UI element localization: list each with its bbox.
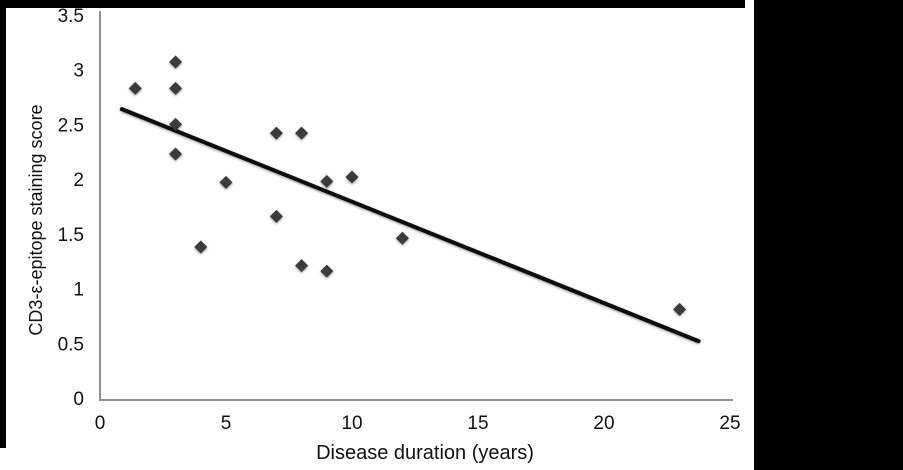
data-point-marker	[219, 175, 233, 189]
data-point-marker	[320, 174, 334, 188]
right-border-bar	[754, 0, 903, 470]
data-point-marker	[169, 81, 183, 95]
data-point-marker	[169, 55, 183, 69]
x-axis-title: Disease duration (years)	[316, 442, 534, 464]
y-tick-label: 0.5	[58, 334, 84, 355]
y-tick-label: 3	[73, 61, 84, 82]
x-tick-label: 15	[467, 413, 488, 434]
y-tick-label: 2	[73, 170, 84, 191]
y-tick-label: 3.5	[58, 6, 84, 27]
top-border-bar	[0, 0, 745, 8]
x-axis-tick-labels: 0 5 10 15 20 25	[95, 413, 741, 434]
data-point-marker	[395, 231, 409, 245]
x-tick-label: 25	[719, 413, 740, 434]
y-tick-label: 2.5	[58, 115, 84, 136]
data-point-marker	[169, 147, 183, 161]
data-point-marker	[295, 126, 309, 140]
trend-line-group	[119, 107, 701, 344]
y-axis-title: CD3-ε-epitope staining score	[26, 104, 46, 335]
data-point-marker	[128, 81, 142, 95]
x-tick-label: 20	[593, 413, 614, 434]
x-tick-label: 10	[341, 413, 362, 434]
data-point-marker	[295, 259, 309, 273]
left-border-bar	[0, 0, 6, 448]
data-point-marker	[169, 117, 183, 131]
y-axis-tick-labels: 0 0.5 1 1.5 2 2.5 3 3.5	[58, 6, 84, 410]
data-point-marker	[269, 126, 283, 140]
trend-line	[119, 107, 701, 344]
data-point-marker	[269, 209, 283, 223]
data-point-marker	[673, 302, 687, 316]
y-tick-label: 1	[73, 280, 84, 301]
data-point-marker	[345, 170, 359, 184]
scatter-points	[128, 55, 687, 316]
y-tick-label: 1.5	[58, 225, 84, 246]
x-tick-label: 0	[95, 413, 106, 434]
x-tick-label: 5	[221, 413, 232, 434]
data-point-marker	[194, 240, 208, 254]
y-tick-label: 0	[73, 389, 84, 410]
data-point-marker	[320, 264, 334, 278]
